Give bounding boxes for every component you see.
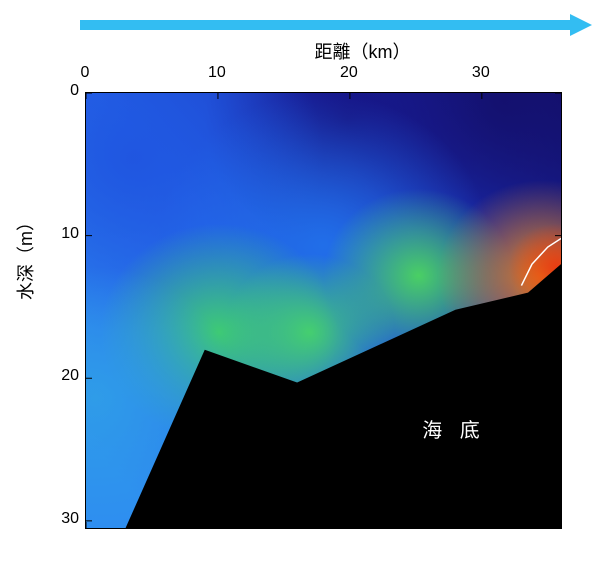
- x-tick-label: 30: [469, 64, 493, 82]
- plot-area: [85, 92, 562, 529]
- y-tick-label: 10: [55, 225, 79, 243]
- y-axis-label: 水深（m）: [12, 213, 38, 300]
- y-tick-label: 0: [55, 82, 79, 100]
- x-tick-label: 10: [205, 64, 229, 82]
- y-tick-label: 20: [55, 367, 79, 385]
- seabed-label: 海 底: [422, 414, 486, 443]
- x-tick-label: 0: [73, 64, 97, 82]
- x-axis-label: 距離（km）: [60, 38, 605, 64]
- x-tick-label: 20: [337, 64, 361, 82]
- y-tick-label: 30: [55, 510, 79, 528]
- chart-container: 距離（km） 水深（m） 0 10 20 30 0 10 20 30 海 底: [0, 0, 605, 567]
- direction-arrow: [80, 12, 592, 38]
